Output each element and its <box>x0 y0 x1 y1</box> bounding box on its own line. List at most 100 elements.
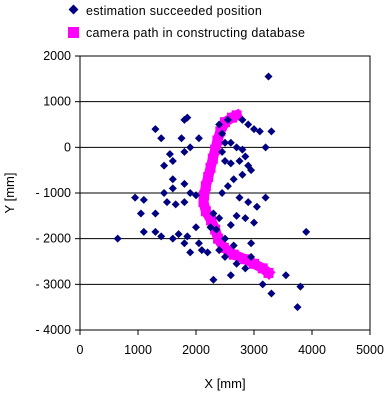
camera-path-point <box>263 267 274 278</box>
tick-labels: 2000 1000 0 - 1000 - 2000 - 3000 - 4000 0 1000 20… <box>36 49 384 357</box>
estimation-point <box>157 134 166 143</box>
estimation-point <box>226 271 235 280</box>
estimation-point <box>151 227 160 236</box>
estimation-point <box>226 159 235 168</box>
estimation-point <box>186 189 195 197</box>
estimation-point <box>226 138 235 147</box>
estimation-point <box>235 157 244 166</box>
estimation-point <box>194 134 203 143</box>
estimation-point <box>168 184 177 193</box>
estimation-point <box>165 150 174 159</box>
camera-path-point <box>199 190 210 201</box>
estimation-point <box>192 223 200 232</box>
x-tick-label: 3000 <box>240 343 268 357</box>
x-axis-title: X [mm] <box>204 376 245 391</box>
estimation-point <box>267 289 276 298</box>
estimation-point <box>229 241 238 250</box>
square-marker-icon <box>68 27 79 38</box>
estimation-point <box>221 234 229 243</box>
estimation-point <box>244 120 253 129</box>
legend-label-camera-path: camera path in constructing database <box>86 26 306 40</box>
camera-path-point <box>200 206 211 217</box>
estimation-point <box>183 232 192 241</box>
camera-path-point <box>207 153 218 164</box>
estimation-point <box>186 248 195 257</box>
x-tick-label: 1000 <box>124 343 152 357</box>
estimation-point <box>250 218 258 227</box>
x-tick-label: 0 <box>77 343 84 357</box>
estimation-point <box>293 303 302 312</box>
estimation-point <box>241 152 250 161</box>
estimation-point <box>238 170 247 179</box>
camera-path-point <box>257 263 268 274</box>
estimation-point <box>241 214 250 223</box>
estimation-point <box>180 239 189 248</box>
y-tick-label: 1000 <box>43 95 71 109</box>
estimation-point <box>209 275 218 284</box>
estimation-point <box>218 147 227 156</box>
estimation-point <box>168 234 177 243</box>
estimation-point <box>180 198 189 207</box>
camera-path-point <box>198 197 209 208</box>
estimation-point <box>215 246 224 255</box>
x-tick-label: 2000 <box>182 343 210 357</box>
camera-path-point <box>226 112 237 123</box>
estimation-point <box>183 113 192 122</box>
estimation-point <box>160 161 169 170</box>
estimation-point <box>223 115 232 124</box>
estimation-point <box>215 214 224 223</box>
x-tick-label: 5000 <box>356 343 384 357</box>
estimation-point <box>163 198 171 207</box>
estimation-point <box>232 211 241 220</box>
estimation-point <box>157 232 166 241</box>
estimation-point <box>209 209 218 218</box>
camera-path-point <box>240 254 251 265</box>
estimation-point <box>180 147 189 156</box>
estimation-point <box>258 280 267 289</box>
estimation-point <box>255 127 264 136</box>
camera-path-point <box>200 181 211 192</box>
estimation-point <box>264 72 273 81</box>
y-tick-label: - 3000 <box>36 277 71 291</box>
camera-path-series <box>198 108 276 280</box>
estimation-point <box>218 129 227 138</box>
camera-path-point <box>213 233 224 244</box>
estimation-point <box>221 252 229 261</box>
y-axis-title: Y [mm] <box>2 173 17 214</box>
camera-path-point <box>210 144 221 155</box>
estimation-point <box>247 239 256 248</box>
y-tick-label: - 1000 <box>36 186 71 200</box>
camera-path-point <box>206 215 217 226</box>
estimation-point <box>215 120 224 129</box>
y-tick-label: 0 <box>64 140 71 154</box>
estimation-point <box>247 166 256 175</box>
estimation-point <box>192 191 200 200</box>
estimation-point <box>160 189 169 197</box>
estimation-point <box>206 223 215 232</box>
estimation-point <box>235 193 244 202</box>
estimation-point <box>151 125 160 134</box>
estimation-point <box>203 248 212 257</box>
estimation-point <box>197 246 206 255</box>
estimation-point <box>238 145 247 154</box>
camera-path-point <box>249 258 259 269</box>
camera-path-point <box>228 249 239 260</box>
estimation-point <box>168 175 177 184</box>
estimation-point <box>252 202 261 211</box>
y-tick-label: 2000 <box>43 49 71 63</box>
estimation-point <box>177 134 186 143</box>
y-tick-label: - 4000 <box>36 323 71 337</box>
estimation-point <box>151 209 160 218</box>
camera-path-point <box>215 126 226 137</box>
estimation-point <box>229 175 238 184</box>
estimation-point <box>244 198 253 207</box>
estimation-point <box>180 179 189 188</box>
estimation-point <box>139 227 148 236</box>
camera-path-point <box>218 242 229 253</box>
estimation-point <box>296 282 305 291</box>
estimation-point <box>186 143 195 152</box>
estimation-point <box>241 264 250 273</box>
estimation-point <box>226 220 235 229</box>
estimation-point <box>113 234 122 243</box>
